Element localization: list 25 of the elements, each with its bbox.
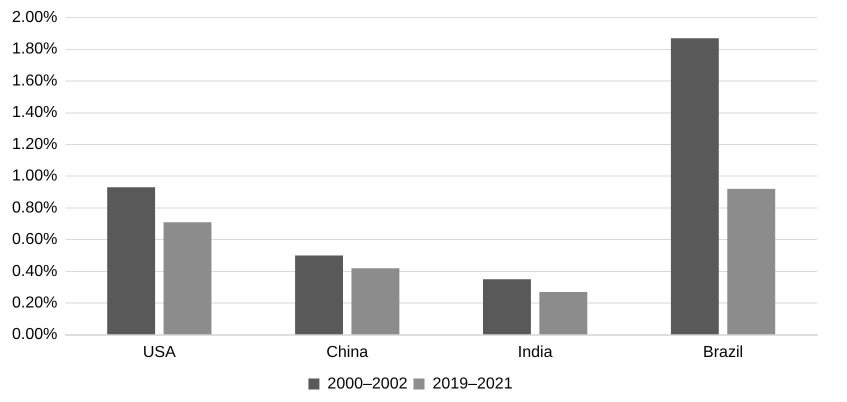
y-tick-label: 1.40% xyxy=(12,104,58,122)
y-tick-label: 2.00% xyxy=(12,9,58,26)
y-tick-label: 0.60% xyxy=(12,231,58,248)
y-tick-label: 1.20% xyxy=(12,136,58,153)
bar xyxy=(164,222,212,334)
x-tick-label: USA xyxy=(142,344,176,361)
bar xyxy=(295,256,343,334)
bar xyxy=(727,188,776,334)
bar xyxy=(539,292,588,334)
bar xyxy=(482,279,531,334)
legend-label: 2000–2002 xyxy=(327,375,408,392)
y-tick-label: 1.60% xyxy=(12,72,58,90)
bar xyxy=(351,268,400,334)
x-tick-label: China xyxy=(326,344,368,361)
x-tick-label: India xyxy=(518,344,553,361)
bar xyxy=(670,38,719,334)
y-tick-label: 0.20% xyxy=(12,294,58,312)
x-tick-label: Brazil xyxy=(703,344,744,361)
bar xyxy=(107,187,156,334)
y-tick-label: 0.80% xyxy=(12,199,58,216)
legend-label: 2019–2021 xyxy=(432,375,513,392)
y-tick-label: 0.00% xyxy=(12,326,58,344)
y-tick-label: 0.40% xyxy=(12,262,58,280)
y-tick-label: 1.80% xyxy=(12,40,58,58)
y-tick-label: 1.00% xyxy=(12,168,58,185)
